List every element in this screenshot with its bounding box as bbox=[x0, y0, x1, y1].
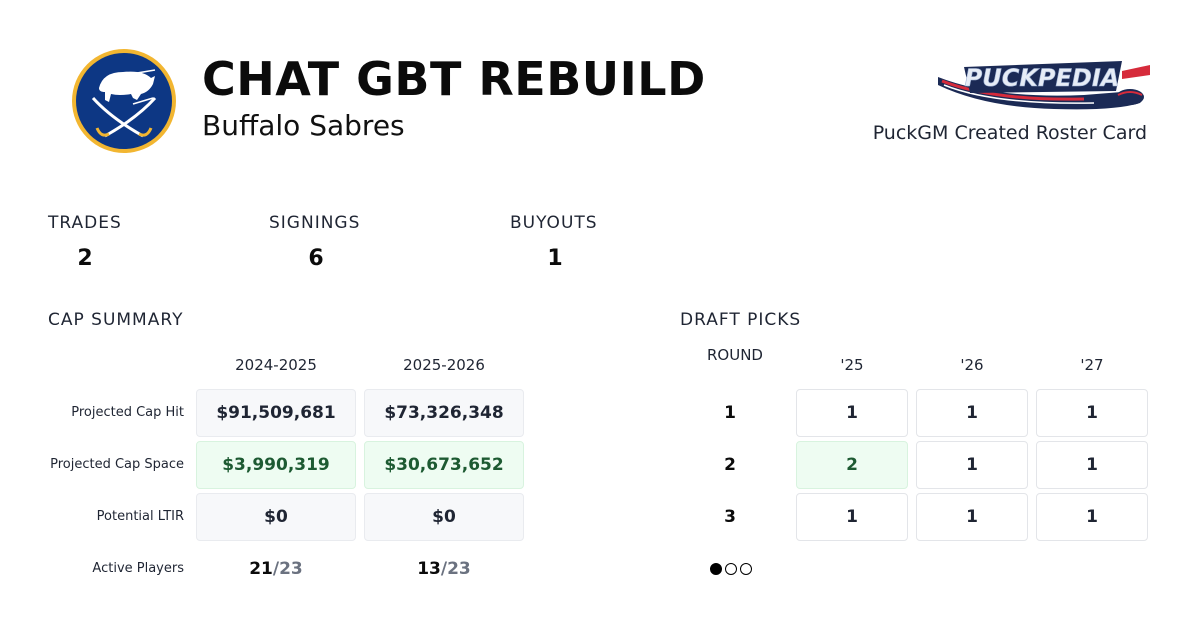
team-logo-icon bbox=[71, 48, 177, 154]
pick-cell: 1 bbox=[916, 389, 1028, 437]
pick-cell: 1 bbox=[916, 493, 1028, 541]
pagination-dots bbox=[710, 563, 752, 575]
pick-cell: 1 bbox=[1036, 493, 1148, 541]
active-players-value: 21/23 bbox=[196, 559, 356, 579]
active-players-value: 13/23 bbox=[364, 559, 524, 579]
team-name: Buffalo Sabres bbox=[202, 109, 405, 142]
stat-signings: SIGNINGS 6 bbox=[269, 213, 361, 271]
pick-cell: 1 bbox=[1036, 389, 1148, 437]
year-header: '25 bbox=[840, 356, 864, 374]
page-dot-2[interactable] bbox=[725, 563, 737, 575]
cap-hit-cell: $91,509,681 bbox=[196, 389, 356, 437]
pick-cell: 1 bbox=[796, 389, 908, 437]
row-label-active-players: Active Players bbox=[92, 561, 184, 576]
pick-cell: 1 bbox=[1036, 441, 1148, 489]
pick-cell: 2 bbox=[796, 441, 908, 489]
stat-buyouts: BUYOUTS 1 bbox=[510, 213, 598, 271]
row-label-cap-space: Projected Cap Space bbox=[50, 457, 184, 472]
row-label-cap-hit: Projected Cap Hit bbox=[71, 405, 184, 420]
cap-space-cell: $3,990,319 bbox=[196, 441, 356, 489]
ltir-cell: $0 bbox=[364, 493, 524, 541]
stat-trades: TRADES 2 bbox=[48, 213, 122, 271]
stat-label: BUYOUTS bbox=[510, 213, 598, 233]
cap-hit-cell: $73,326,348 bbox=[364, 389, 524, 437]
cap-summary-title: CAP SUMMARY bbox=[48, 310, 184, 330]
puckpedia-logo-icon: PUCKPEDIA bbox=[934, 55, 1154, 115]
active-max: /23 bbox=[440, 559, 471, 579]
stat-value: 1 bbox=[547, 246, 563, 271]
pick-cell: 1 bbox=[796, 493, 908, 541]
page-dot-1[interactable] bbox=[710, 563, 722, 575]
active-count: 21 bbox=[249, 559, 273, 579]
ltir-cell: $0 bbox=[196, 493, 356, 541]
active-max: /23 bbox=[272, 559, 303, 579]
stat-label: TRADES bbox=[48, 213, 122, 233]
round-number: 1 bbox=[724, 403, 736, 423]
year-header: '27 bbox=[1080, 356, 1104, 374]
active-count: 13 bbox=[417, 559, 441, 579]
season-header: 2024-2025 bbox=[235, 356, 317, 374]
page-dot-3[interactable] bbox=[740, 563, 752, 575]
cap-space-cell: $30,673,652 bbox=[364, 441, 524, 489]
svg-text:PUCKPEDIA: PUCKPEDIA bbox=[965, 64, 1120, 92]
draft-picks-title: DRAFT PICKS bbox=[680, 310, 802, 330]
stat-value: 6 bbox=[308, 246, 324, 271]
round-number: 2 bbox=[724, 455, 736, 475]
row-label-ltir: Potential LTIR bbox=[96, 509, 184, 524]
stat-label: SIGNINGS bbox=[269, 213, 361, 233]
brand-caption: PuckGM Created Roster Card bbox=[872, 122, 1147, 144]
season-header: 2025-2026 bbox=[403, 356, 485, 374]
stat-value: 2 bbox=[77, 246, 93, 271]
pick-cell: 1 bbox=[916, 441, 1028, 489]
year-header: '26 bbox=[960, 356, 984, 374]
page-title: CHAT GBT REBUILD bbox=[202, 52, 706, 106]
round-number: 3 bbox=[724, 507, 736, 527]
round-header: ROUND bbox=[707, 346, 763, 364]
